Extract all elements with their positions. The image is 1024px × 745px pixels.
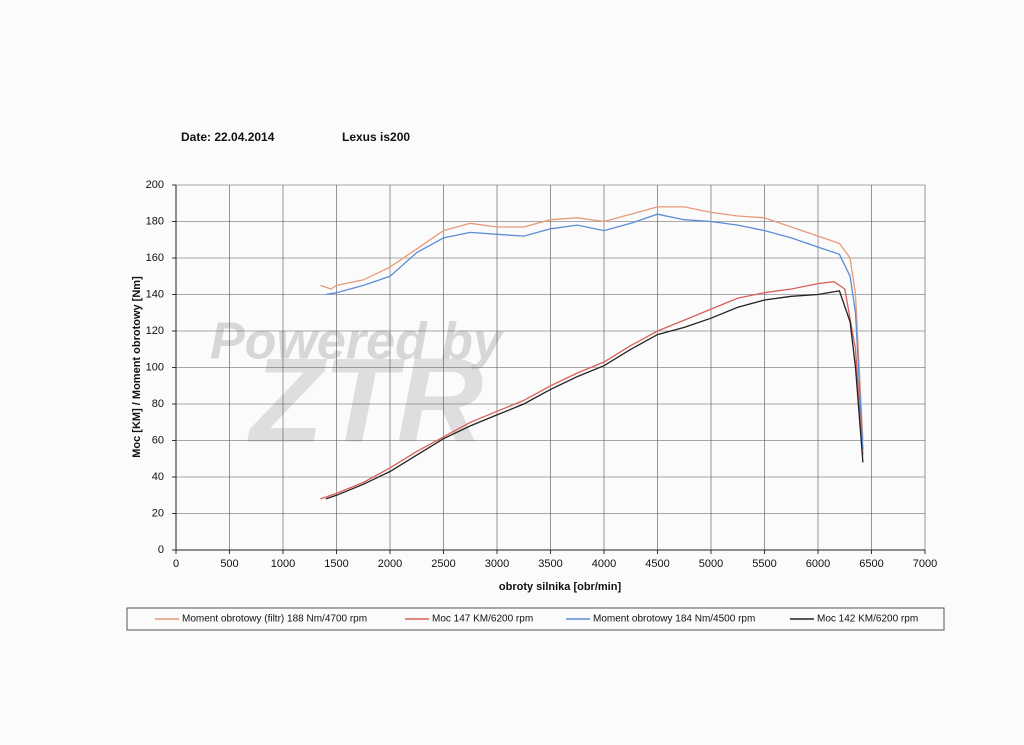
watermark: ZTR [247,334,483,468]
y-tick-label: 180 [146,215,164,227]
x-tick-label: 4500 [645,558,669,570]
legend-label: Moment obrotowy (filtr) 188 Nm/4700 rpm [182,614,367,625]
x-tick-label: 5500 [752,558,776,570]
y-tick-label: 0 [158,544,164,556]
x-tick-label: 0 [173,558,179,570]
model-label: Lexus is200 [342,130,410,144]
x-tick-label: 4000 [592,558,616,570]
x-tick-label: 3000 [485,558,509,570]
y-tick-label: 100 [146,361,164,373]
y-tick-label: 160 [146,252,164,264]
x-tick-label: 6000 [806,558,830,570]
series-line [325,213,864,450]
x-tick-label: 500 [220,558,238,570]
x-axis-label: obroty silnika [obr/min] [499,581,622,593]
series-line [325,290,864,500]
watermark: Powered by [210,313,505,371]
x-tick-label: 7000 [913,558,937,570]
y-tick-label: 200 [146,179,164,191]
legend-label: Moc 142 KM/6200 rpm [817,614,918,625]
x-tick-label: 3500 [538,558,562,570]
x-tick-label: 1500 [324,558,348,570]
legend-box [126,607,945,631]
y-tick-label: 40 [152,471,164,483]
series-line [320,281,864,500]
y-tick-label: 140 [146,288,164,300]
series-line [320,206,864,441]
x-tick-label: 2000 [378,558,402,570]
x-tick-label: 2500 [431,558,455,570]
date-label: Date: 22.04.2014 [181,130,275,144]
legend-label: Moc 147 KM/6200 rpm [432,614,533,625]
x-tick-label: 6500 [859,558,883,570]
legend-label: Moment obrotowy 184 Nm/4500 rpm [593,614,755,625]
y-tick-label: 120 [146,325,164,337]
y-axis-label: Moc [KM] / Moment obrotowy [Nm] [131,276,143,458]
x-tick-label: 1000 [271,558,295,570]
y-tick-label: 80 [152,398,164,410]
y-tick-label: 20 [152,507,164,519]
y-tick-label: 60 [152,434,164,446]
x-tick-label: 5000 [699,558,723,570]
